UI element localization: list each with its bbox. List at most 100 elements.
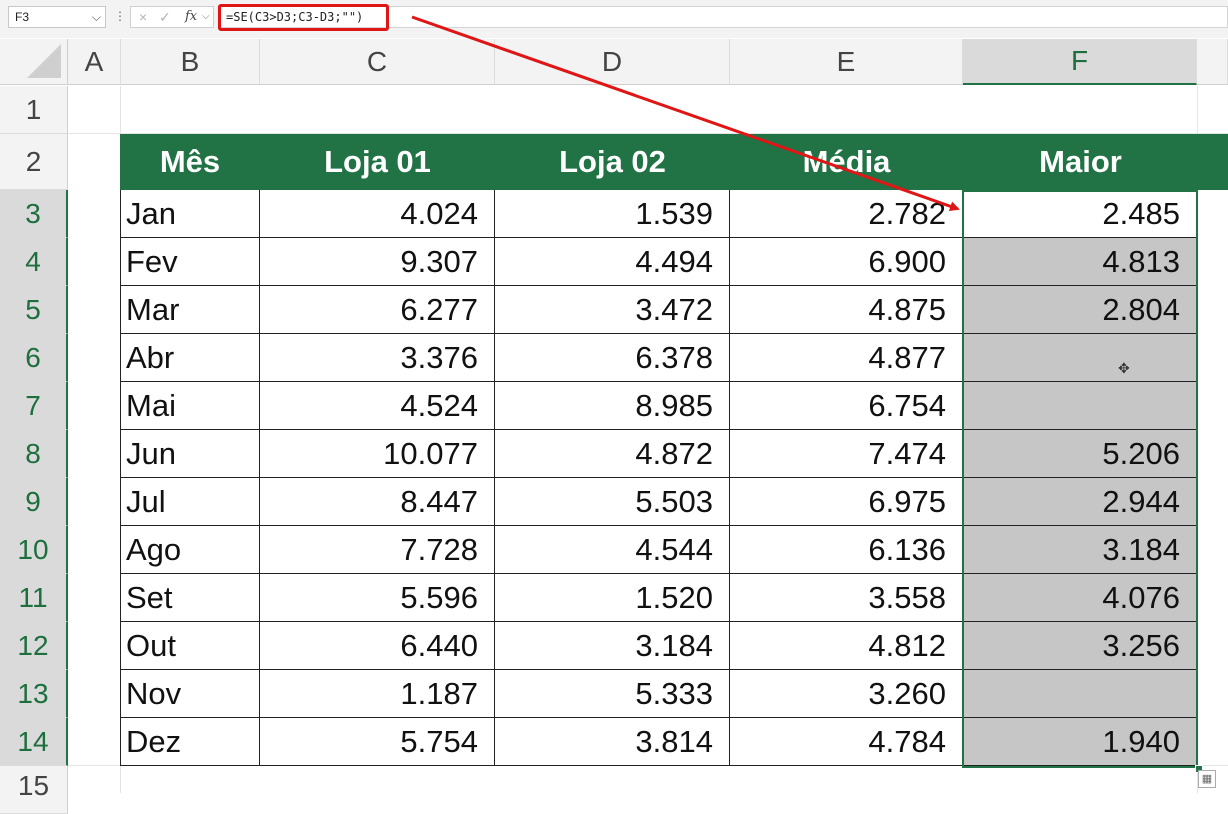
row-header-14[interactable]: 14: [0, 718, 68, 766]
cell-maior[interactable]: 2.485: [963, 190, 1197, 238]
row-header-15[interactable]: 15: [0, 766, 68, 814]
selection-outline: [962, 190, 1198, 768]
cell-loja-01[interactable]: 5.754: [260, 718, 495, 766]
column-header-d[interactable]: D: [495, 39, 730, 85]
column-header-e[interactable]: E: [730, 39, 963, 85]
cursor-icon: ✥: [1118, 360, 1130, 376]
cell-mes[interactable]: Nov: [120, 670, 260, 718]
cell-maior[interactable]: 3.256: [963, 622, 1197, 670]
cell-mes[interactable]: Jul: [120, 478, 260, 526]
cell-loja-02[interactable]: 3.814: [495, 718, 730, 766]
row-header-5[interactable]: 5: [0, 286, 68, 334]
cell-loja-02[interactable]: 5.503: [495, 478, 730, 526]
column-header-f[interactable]: F: [963, 39, 1197, 85]
cell-mes[interactable]: Fev: [120, 238, 260, 286]
cell-media[interactable]: 4.875: [730, 286, 963, 334]
column-header-b[interactable]: B: [121, 39, 260, 85]
cell-loja-02[interactable]: 1.539: [495, 190, 730, 238]
cell-media[interactable]: 3.558: [730, 574, 963, 622]
cell-maior[interactable]: [963, 382, 1197, 430]
cell-media[interactable]: 4.784: [730, 718, 963, 766]
cell-maior[interactable]: 5.206: [963, 430, 1197, 478]
more-options-icon[interactable]: ⋮: [114, 9, 126, 23]
enter-icon[interactable]: ✓: [159, 9, 171, 25]
row-header-9[interactable]: 9: [0, 478, 68, 526]
select-all-corner[interactable]: [0, 39, 68, 85]
cell-media[interactable]: 6.136: [730, 526, 963, 574]
cell-maior[interactable]: 4.076: [963, 574, 1197, 622]
quick-analysis-icon[interactable]: ▦: [1198, 770, 1216, 788]
cell-media[interactable]: 6.975: [730, 478, 963, 526]
cell-media[interactable]: 2.782: [730, 190, 963, 238]
cell-maior[interactable]: 3.184: [963, 526, 1197, 574]
row-header-3[interactable]: 3: [0, 190, 68, 238]
cell-mes[interactable]: Mai: [120, 382, 260, 430]
formula-text: =SE(C3>D3;C3-D3;""): [226, 10, 364, 24]
cell-maior[interactable]: [963, 334, 1197, 382]
table-header-mes: Mês: [120, 134, 260, 190]
cell-loja-02[interactable]: 8.985: [495, 382, 730, 430]
formula-icons: × ✓ fx ⌵: [130, 6, 214, 28]
table-header-media: Média: [730, 134, 963, 190]
cell-media[interactable]: 4.877: [730, 334, 963, 382]
cell-loja-01[interactable]: 6.440: [260, 622, 495, 670]
table-header-loja-01: Loja 01: [260, 134, 495, 190]
cell-loja-02[interactable]: 5.333: [495, 670, 730, 718]
cell-loja-01[interactable]: 10.077: [260, 430, 495, 478]
cell-loja-01[interactable]: 6.277: [260, 286, 495, 334]
cell-loja-02[interactable]: 6.378: [495, 334, 730, 382]
cell-loja-01[interactable]: 4.524: [260, 382, 495, 430]
cell-maior[interactable]: 1.940: [963, 718, 1197, 766]
row-header-4[interactable]: 4: [0, 238, 68, 286]
column-header-c[interactable]: C: [260, 39, 495, 85]
cell-media[interactable]: 6.900: [730, 238, 963, 286]
cell-mes[interactable]: Out: [120, 622, 260, 670]
cell-loja-01[interactable]: 5.596: [260, 574, 495, 622]
row-header-1[interactable]: 1: [0, 86, 68, 134]
row-header-7[interactable]: 7: [0, 382, 68, 430]
row-header-10[interactable]: 10: [0, 526, 68, 574]
name-box[interactable]: F3 ⌵: [8, 6, 106, 28]
cancel-icon[interactable]: ×: [139, 9, 148, 25]
cell-loja-01[interactable]: 3.376: [260, 334, 495, 382]
cell-loja-01[interactable]: 8.447: [260, 478, 495, 526]
cell-loja-01[interactable]: 4.024: [260, 190, 495, 238]
cell-loja-01[interactable]: 9.307: [260, 238, 495, 286]
cell-media[interactable]: 3.260: [730, 670, 963, 718]
cell-loja-02[interactable]: 4.872: [495, 430, 730, 478]
cell-maior[interactable]: 2.804: [963, 286, 1197, 334]
cell-loja-01[interactable]: 1.187: [260, 670, 495, 718]
cell-loja-02[interactable]: 4.494: [495, 238, 730, 286]
cell-mes[interactable]: Set: [120, 574, 260, 622]
cell-mes[interactable]: Dez: [120, 718, 260, 766]
cell-mes[interactable]: Mar: [120, 286, 260, 334]
row-header-8[interactable]: 8: [0, 430, 68, 478]
cell-loja-02[interactable]: 3.472: [495, 286, 730, 334]
cell-media[interactable]: 6.754: [730, 382, 963, 430]
cell-maior[interactable]: [963, 670, 1197, 718]
column-header-a[interactable]: A: [68, 39, 121, 85]
name-box-value: F3: [15, 10, 30, 24]
cell-maior[interactable]: 2.944: [963, 478, 1197, 526]
row-header-6[interactable]: 6: [0, 334, 68, 382]
row-header-13[interactable]: 13: [0, 670, 68, 718]
cell-maior[interactable]: 4.813: [963, 238, 1197, 286]
column-header-g[interactable]: [1197, 39, 1228, 85]
insert-function-icon[interactable]: fx: [185, 9, 198, 24]
chevron-down-icon[interactable]: ⌵: [91, 10, 101, 24]
chevron-down-icon[interactable]: ⌵: [202, 11, 210, 22]
cell-mes[interactable]: Ago: [120, 526, 260, 574]
cell-mes[interactable]: Jan: [120, 190, 260, 238]
cell-loja-02[interactable]: 4.544: [495, 526, 730, 574]
cell-mes[interactable]: Jun: [120, 430, 260, 478]
cell-media[interactable]: 4.812: [730, 622, 963, 670]
cell-loja-02[interactable]: 1.520: [495, 574, 730, 622]
row-header-2[interactable]: 2: [0, 134, 68, 190]
cell-loja-02[interactable]: 3.184: [495, 622, 730, 670]
cell-mes[interactable]: Abr: [120, 334, 260, 382]
table-header-loja-02: Loja 02: [495, 134, 730, 190]
cell-loja-01[interactable]: 7.728: [260, 526, 495, 574]
cell-media[interactable]: 7.474: [730, 430, 963, 478]
row-header-11[interactable]: 11: [0, 574, 68, 622]
row-header-12[interactable]: 12: [0, 622, 68, 670]
